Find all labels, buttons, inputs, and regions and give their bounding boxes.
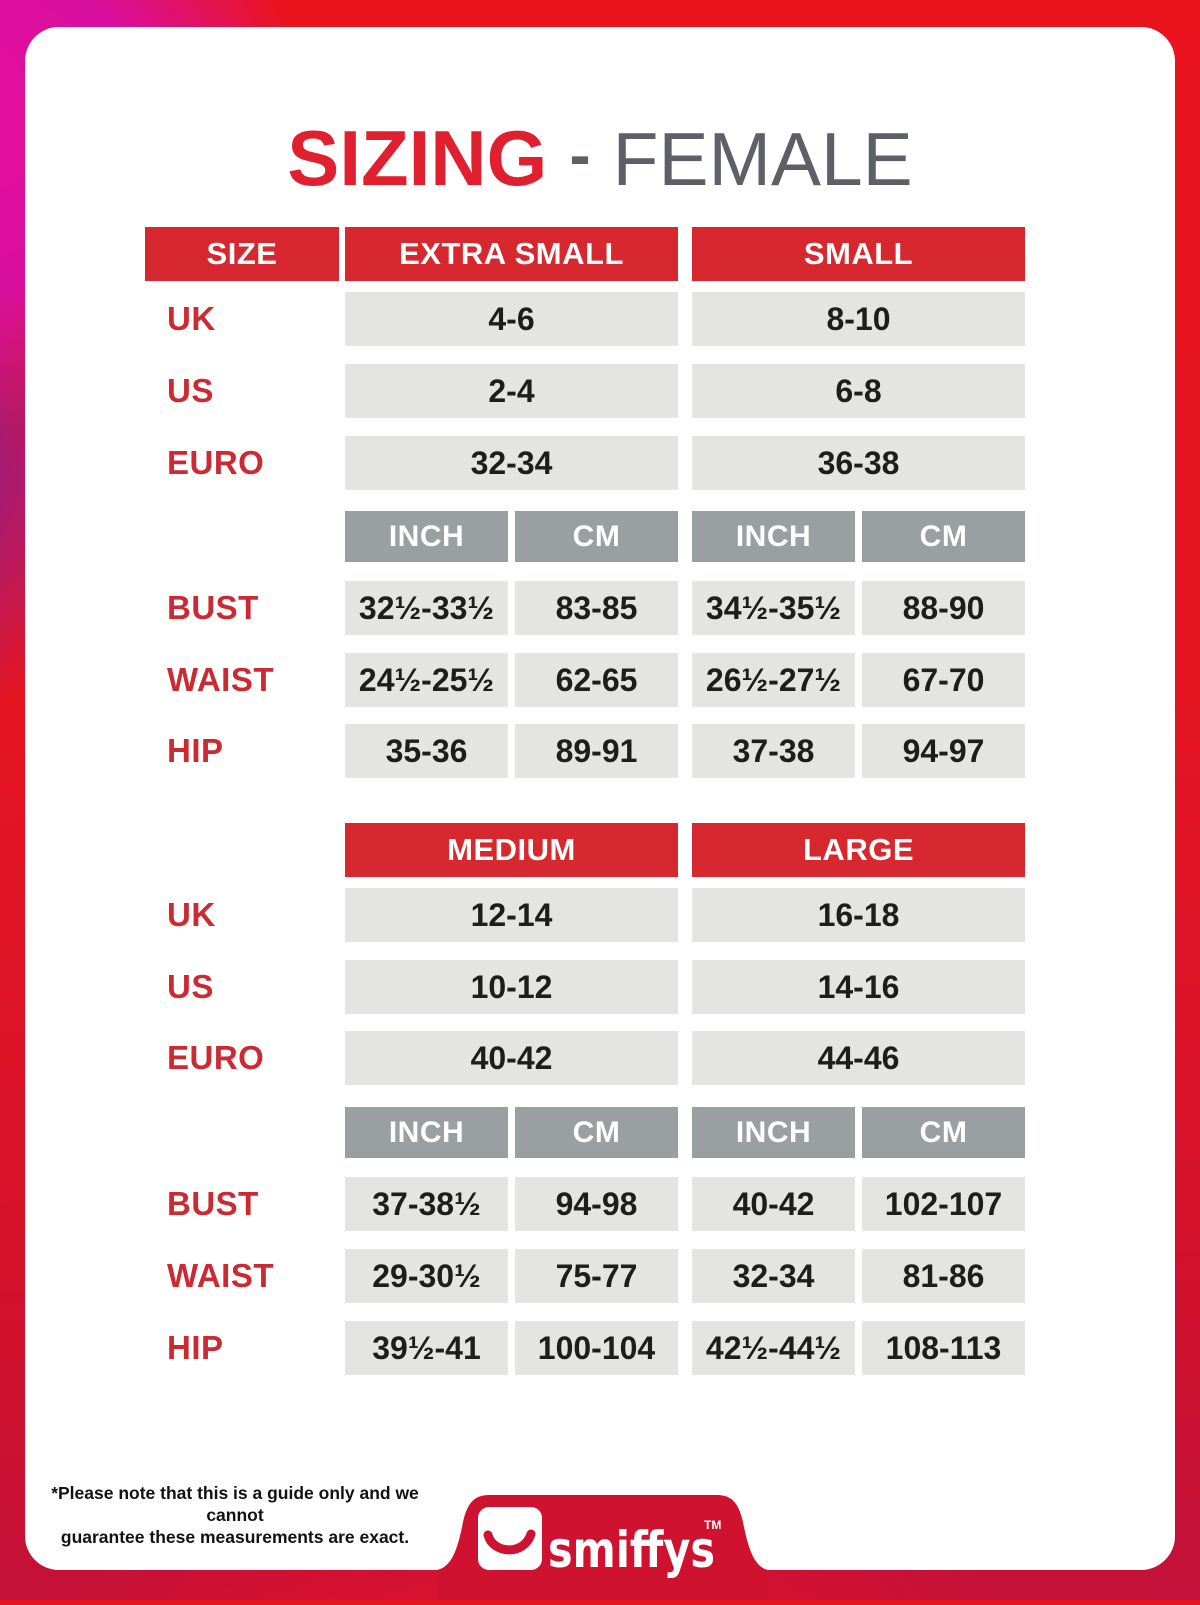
column-header-medium: MEDIUM [345, 823, 678, 877]
table-cell: 12-14 [345, 888, 678, 942]
table-cell: 100-104 [515, 1321, 678, 1375]
unit-header-row: INCH CM INCH CM [145, 511, 1025, 562]
table-cell: 83-85 [515, 581, 678, 635]
unit-header-cm: CM [515, 511, 678, 562]
table-cell: 94-97 [862, 724, 1025, 778]
table-cell: 24½-25½ [345, 653, 508, 707]
row-label-spacer [145, 1107, 345, 1158]
table-cell: 26½-27½ [692, 653, 855, 707]
row-label-spacer [145, 823, 345, 877]
table-row-waist: WAIST 29-30½ 75-77 32-34 81-86 [145, 1249, 1025, 1303]
unit-header-inch: INCH [692, 511, 855, 562]
table-cell: 35-36 [345, 724, 508, 778]
table-cell: 37-38 [692, 724, 855, 778]
title-female: FEMALE [612, 116, 913, 201]
trademark-symbol: TM [704, 1518, 721, 1532]
row-label-euro: EURO [167, 444, 265, 481]
table-cell: 75-77 [515, 1249, 678, 1303]
table-cell: 16-18 [692, 888, 1025, 942]
disclaimer-line-1: *Please note that this is a guide only a… [51, 1483, 419, 1526]
size-table-xs-s: SIZE EXTRA SMALL SMALL UK 4-6 8-10 US 2-… [145, 227, 1025, 778]
table-cell: 29-30½ [345, 1249, 508, 1303]
table-cell: 88-90 [862, 581, 1025, 635]
size-table-m-l: MEDIUM LARGE UK 12-14 16-18 US 10-12 14-… [145, 823, 1025, 1375]
table-row-us: US 10-12 14-16 [145, 960, 1025, 1014]
table-row-uk: UK 4-6 8-10 [145, 292, 1025, 346]
table-cell: 37-38½ [345, 1177, 508, 1231]
title-separator: - [569, 118, 591, 191]
table-cell: 44-46 [692, 1031, 1025, 1085]
row-label-us: US [167, 968, 214, 1005]
unit-header-inch: INCH [345, 1107, 508, 1158]
disclaimer-note: *Please note that this is a guide only a… [45, 1482, 425, 1549]
table-header-row: MEDIUM LARGE [145, 823, 1025, 877]
table-cell: 62-65 [515, 653, 678, 707]
table-header-row: SIZE EXTRA SMALL SMALL [145, 227, 1025, 281]
table-row-us: US 2-4 6-8 [145, 364, 1025, 418]
row-label-us: US [167, 372, 214, 409]
content-card: SIZING - FEMALE SIZE EXTRA SMALL SMALL U… [25, 27, 1175, 1600]
row-label-euro: EURO [167, 1039, 265, 1076]
table-cell: 10-12 [345, 960, 678, 1014]
table-cell: 102-107 [862, 1177, 1025, 1231]
disclaimer-line-2: guarantee these measurements are exact. [60, 1527, 410, 1548]
row-label-hip: HIP [167, 732, 224, 769]
column-header-small: SMALL [692, 227, 1025, 281]
smiffys-smile-box [478, 1507, 542, 1570]
table-cell: 2-4 [345, 364, 678, 418]
row-label-waist: WAIST [167, 661, 274, 698]
table-cell: 108-113 [862, 1321, 1025, 1375]
unit-header-inch: INCH [345, 511, 508, 562]
table-cell: 6-8 [692, 364, 1025, 418]
page-title: SIZING - FEMALE [25, 113, 1175, 204]
row-label-uk: UK [167, 300, 216, 337]
smile-icon [483, 1529, 536, 1555]
table-cell: 40-42 [345, 1031, 678, 1085]
table-row-hip: HIP 35-36 89-91 37-38 94-97 [145, 724, 1025, 778]
table-cell: 42½-44½ [692, 1321, 855, 1375]
row-label-uk: UK [167, 896, 216, 933]
title-sizing: SIZING [287, 114, 548, 202]
table-row-waist: WAIST 24½-25½ 62-65 26½-27½ 67-70 [145, 653, 1025, 707]
table-cell: 32-34 [345, 436, 678, 490]
table-cell: 81-86 [862, 1249, 1025, 1303]
table-row-uk: UK 12-14 16-18 [145, 888, 1025, 942]
table-row-euro: EURO 40-42 44-46 [145, 1031, 1025, 1085]
table-cell: 94-98 [515, 1177, 678, 1231]
table-cell: 67-70 [862, 653, 1025, 707]
unit-header-cm: CM [862, 511, 1025, 562]
unit-header-row: INCH CM INCH CM [145, 1107, 1025, 1158]
table-cell: 34½-35½ [692, 581, 855, 635]
unit-header-cm: CM [515, 1107, 678, 1158]
table-cell: 32-34 [692, 1249, 855, 1303]
smiffys-logo-tab: smiffys TM [437, 1485, 768, 1600]
table-cell: 8-10 [692, 292, 1025, 346]
corner-header-size: SIZE [145, 227, 339, 281]
table-cell: 40-42 [692, 1177, 855, 1231]
column-header-extra-small: EXTRA SMALL [345, 227, 678, 281]
table-row-euro: EURO 32-34 36-38 [145, 436, 1025, 490]
unit-header-cm: CM [862, 1107, 1025, 1158]
row-label-bust: BUST [167, 1185, 259, 1222]
table-cell: 32½-33½ [345, 581, 508, 635]
table-row-hip: HIP 39½-41 100-104 42½-44½ 108-113 [145, 1321, 1025, 1375]
column-header-large: LARGE [692, 823, 1025, 877]
row-label-hip: HIP [167, 1329, 224, 1366]
unit-header-inch: INCH [692, 1107, 855, 1158]
table-cell: 4-6 [345, 292, 678, 346]
table-cell: 36-38 [692, 436, 1025, 490]
table-row-bust: BUST 37-38½ 94-98 40-42 102-107 [145, 1177, 1025, 1231]
row-label-spacer [145, 511, 345, 562]
smiffys-wordmark: smiffys [548, 1521, 715, 1579]
table-cell: 39½-41 [345, 1321, 508, 1375]
table-cell: 89-91 [515, 724, 678, 778]
row-label-waist: WAIST [167, 1257, 274, 1294]
row-label-bust: BUST [167, 589, 259, 626]
table-cell: 14-16 [692, 960, 1025, 1014]
table-row-bust: BUST 32½-33½ 83-85 34½-35½ 88-90 [145, 581, 1025, 635]
